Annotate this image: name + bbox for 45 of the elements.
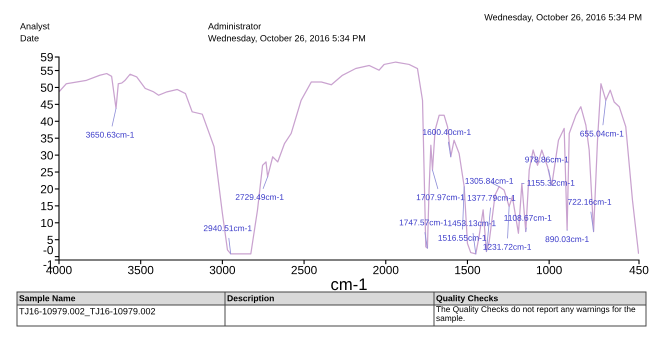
text: Wednesday, October 26, 2016 5:34 PM [484, 14, 642, 22]
annotation: 1516.55cm-1 [438, 234, 486, 241]
x-tick-label: 450 [629, 266, 648, 274]
annotation: 1305.84cm-1 [465, 178, 514, 184]
annotation: 2729.49cm-1 [236, 194, 284, 200]
annotation: 2940.51cm-1 [204, 225, 252, 232]
y-tick-label: 59 [40, 53, 53, 62]
x-tick-label: 3000 [210, 266, 236, 274]
y-tick-label: 10 [41, 218, 53, 228]
x-tick-label: 1000 [536, 266, 562, 274]
y-tick-label: 40 [40, 117, 53, 126]
annotation: 1377.79cm-1 [468, 194, 516, 201]
x-tick-label: 1500 [455, 266, 480, 274]
x-axis-title: cm-1 [331, 278, 367, 290]
text: Wednesday, October 26, 2016 5:34 PM [208, 34, 366, 44]
y-tick-label: 55 [40, 66, 53, 75]
y-tick-label: 15 [41, 202, 53, 210]
text: Analyst [20, 22, 50, 32]
text: Quality Checks [436, 294, 498, 304]
y-tick-label: 45 [40, 100, 53, 109]
annotation: 1747.57cm-1 [400, 220, 448, 226]
annotation: 3650.63cm-1 [86, 132, 134, 138]
text: Sample Name [19, 294, 76, 304]
y-tick-label: 25 [40, 168, 53, 176]
annotation: 1108.67cm-1 [504, 214, 552, 221]
text: The Quality Checks do not report any warnings for the sample. [436, 306, 636, 323]
y-tick-label: 30 [40, 151, 53, 160]
text: Description [228, 294, 274, 304]
annotation: 890.03cm-1 [545, 236, 589, 242]
x-tick-label: 3500 [128, 266, 154, 274]
y-tick-label: 5 [47, 236, 53, 244]
x-tick-label: 2500 [292, 266, 317, 274]
y-tick-label: 50 [40, 83, 53, 92]
y-tick-label: 35 [40, 134, 53, 143]
annotation: 1600.40cm-1 [423, 129, 471, 136]
text: Administrator [208, 22, 262, 30]
line-series [59, 61, 639, 255]
annotation: 722.16cm-1 [568, 198, 612, 205]
text: Date [20, 35, 39, 42]
annotation: 978.86cm-1 [525, 156, 568, 162]
x-tick-label: 2000 [373, 266, 398, 274]
annotation: 655.04cm-1 [580, 130, 624, 137]
text: TJ16-10979.002_TJ16-10979.002 [19, 308, 156, 316]
y-tick-label: -0 [43, 246, 53, 254]
y-tick-label: 20 [40, 184, 53, 194]
